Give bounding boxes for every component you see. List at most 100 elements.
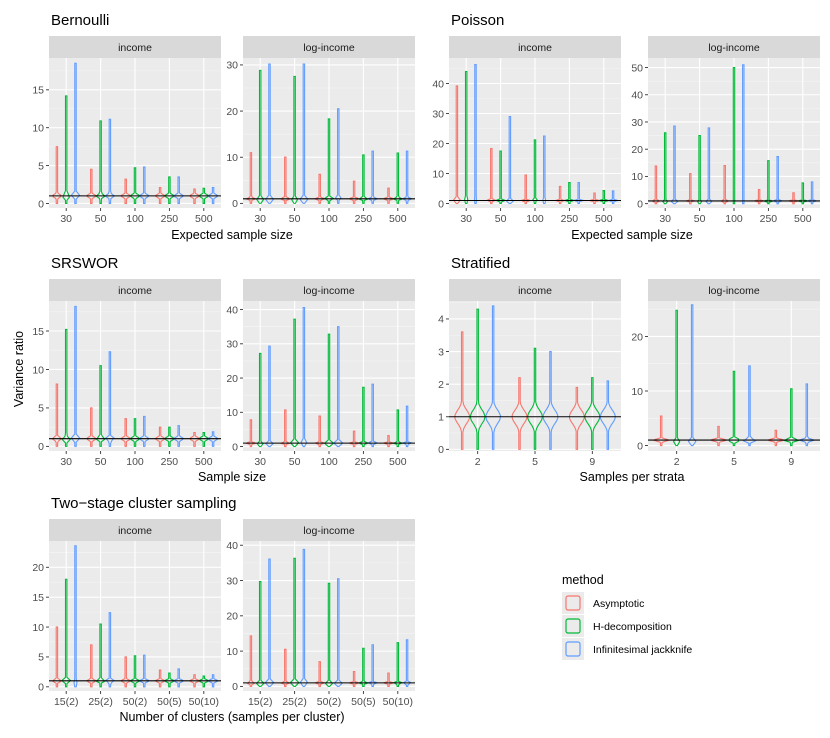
- x-tick-label: 500: [195, 456, 213, 468]
- x-tick-label: 50(5): [157, 696, 182, 708]
- strip-background: [648, 36, 820, 58]
- violin-asymptotic-100: [314, 173, 325, 204]
- violin-asymptotic-30: [245, 152, 257, 204]
- x-tick-label: 250: [760, 213, 778, 225]
- y-tick-label: 2: [438, 379, 444, 391]
- x-tick-label: 50(2): [317, 696, 342, 708]
- violin-asymptotic-25-2: [85, 644, 97, 688]
- violin-asymptotic-50: [279, 409, 292, 448]
- violin-h-decomposition-100: [732, 66, 736, 205]
- violin-asymptotic-50: [485, 148, 497, 205]
- strip-label: log-income: [708, 285, 760, 297]
- violin-infinitesimal-jackknife-2: [687, 304, 697, 447]
- y-tick-label: 40: [432, 78, 444, 90]
- violin-asymptotic-500: [189, 188, 200, 204]
- y-tick-label: 10: [226, 407, 238, 419]
- violin-asymptotic-250: [754, 188, 764, 205]
- y-tick-label: 30: [226, 339, 238, 351]
- x-tick-label: 100: [320, 456, 338, 468]
- block-title: SRSWOR: [51, 255, 119, 272]
- violin-h-decomposition-2: [469, 308, 486, 450]
- violin-asymptotic-30: [652, 165, 660, 205]
- violin-h-decomposition-50-10: [392, 642, 404, 687]
- violin-infinitesimal-jackknife-50: [299, 63, 309, 204]
- panel-income: income 0 1 2 3 4 2 5 9: [438, 279, 621, 468]
- block-title: Stratified: [451, 255, 510, 272]
- violin-asymptotic-100: [313, 415, 326, 448]
- violin-h-decomposition-50: [697, 135, 703, 205]
- panel-income: income 0 5 10 15 30 50 100 250 500: [32, 36, 221, 225]
- strip-background: [449, 279, 621, 301]
- violin-infinitesimal-jackknife-50: [105, 351, 115, 447]
- legend-label-h-decomposition: H-decomposition: [593, 621, 672, 633]
- violin-infinitesimal-jackknife-30: [670, 125, 679, 205]
- y-tick-label: 0: [438, 444, 444, 456]
- violin-h-decomposition-500: [392, 152, 404, 204]
- x-tick-label: 100: [320, 213, 338, 225]
- y-tick-label: 0: [637, 198, 643, 210]
- violin-infinitesimal-jackknife-500: [607, 190, 619, 205]
- x-tick-label: 15(2): [54, 696, 79, 708]
- violin-h-decomposition-250: [164, 176, 175, 204]
- violin-infinitesimal-jackknife-100: [139, 166, 150, 204]
- violin-h-decomposition-30: [61, 328, 71, 447]
- x-tick-label: 50: [694, 213, 706, 225]
- y-tick-label: 30: [226, 575, 238, 587]
- violin-h-decomposition-50: [95, 365, 106, 447]
- violin-asymptotic-50: [86, 407, 97, 447]
- panel-log-income: log-income 0 10 20 30 40 30 50 100 250 500: [226, 279, 415, 468]
- violin-infinitesimal-jackknife-2: [485, 305, 502, 450]
- violin-asymptotic-100: [720, 164, 729, 205]
- legend-key-h-decomposition: [565, 618, 581, 634]
- y-tick-label: 50: [631, 62, 643, 74]
- legend-key-background: [562, 638, 584, 660]
- violin-h-decomposition-50: [494, 150, 507, 205]
- y-tick-label: 0: [232, 198, 238, 210]
- violin-h-decomposition-250: [762, 160, 775, 205]
- x-tick-label: 50: [289, 213, 301, 225]
- violin-infinitesimal-jackknife-250: [173, 425, 184, 447]
- violin-asymptotic-100: [120, 418, 131, 447]
- x-tick-label: 100: [526, 213, 544, 225]
- y-tick-label: 5: [38, 160, 44, 172]
- violin-h-decomposition-2: [672, 309, 681, 447]
- violin-h-decomposition-50-2: [130, 655, 140, 688]
- x-tick-label: 500: [794, 213, 812, 225]
- violin-infinitesimal-jackknife-500: [208, 431, 219, 447]
- y-tick-label: 3: [438, 346, 444, 358]
- x-tick-label: 30: [60, 213, 72, 225]
- violin-infinitesimal-jackknife-500: [806, 181, 818, 205]
- x-tick-label: 50: [289, 456, 301, 468]
- y-tick-label: 20: [226, 611, 238, 623]
- legend-key-background: [562, 615, 584, 637]
- y-tick-label: 0: [38, 198, 44, 210]
- x-tick-label: 50: [95, 456, 107, 468]
- x-tick-label: 15(2): [248, 696, 273, 708]
- strip-label: income: [118, 285, 152, 297]
- violin-asymptotic-250: [155, 426, 166, 447]
- y-tick-label: 0: [232, 441, 238, 453]
- violin-asymptotic-15-2: [52, 626, 62, 688]
- violin-asymptotic-30: [52, 146, 62, 204]
- y-tick-label: 20: [432, 138, 444, 150]
- violin-infinitesimal-jackknife-30: [474, 64, 477, 205]
- y-tick-label: 1: [438, 412, 444, 424]
- y-tick-label: 10: [32, 622, 44, 634]
- x-tick-label: 30: [659, 213, 671, 225]
- violin-h-decomposition-100: [323, 333, 335, 448]
- violin-h-decomposition-50: [95, 120, 106, 204]
- y-axis-title: Variance ratio: [12, 331, 26, 407]
- x-tick-label: 5: [731, 456, 737, 468]
- violin-infinitesimal-jackknife-30: [265, 345, 274, 448]
- violin-infinitesimal-jackknife-50-10: [403, 639, 412, 687]
- violin-asymptotic-250: [349, 430, 360, 448]
- panel-income: income 0 10 20 30 40 30 50 100 250 500: [432, 36, 621, 225]
- violin-infinitesimal-jackknife-5: [742, 365, 757, 447]
- x-tick-label: 100: [725, 213, 743, 225]
- strip-background: [49, 519, 221, 541]
- violin-asymptotic-50-5: [348, 671, 360, 687]
- y-tick-label: 15: [32, 326, 44, 338]
- y-tick-label: 10: [226, 646, 238, 658]
